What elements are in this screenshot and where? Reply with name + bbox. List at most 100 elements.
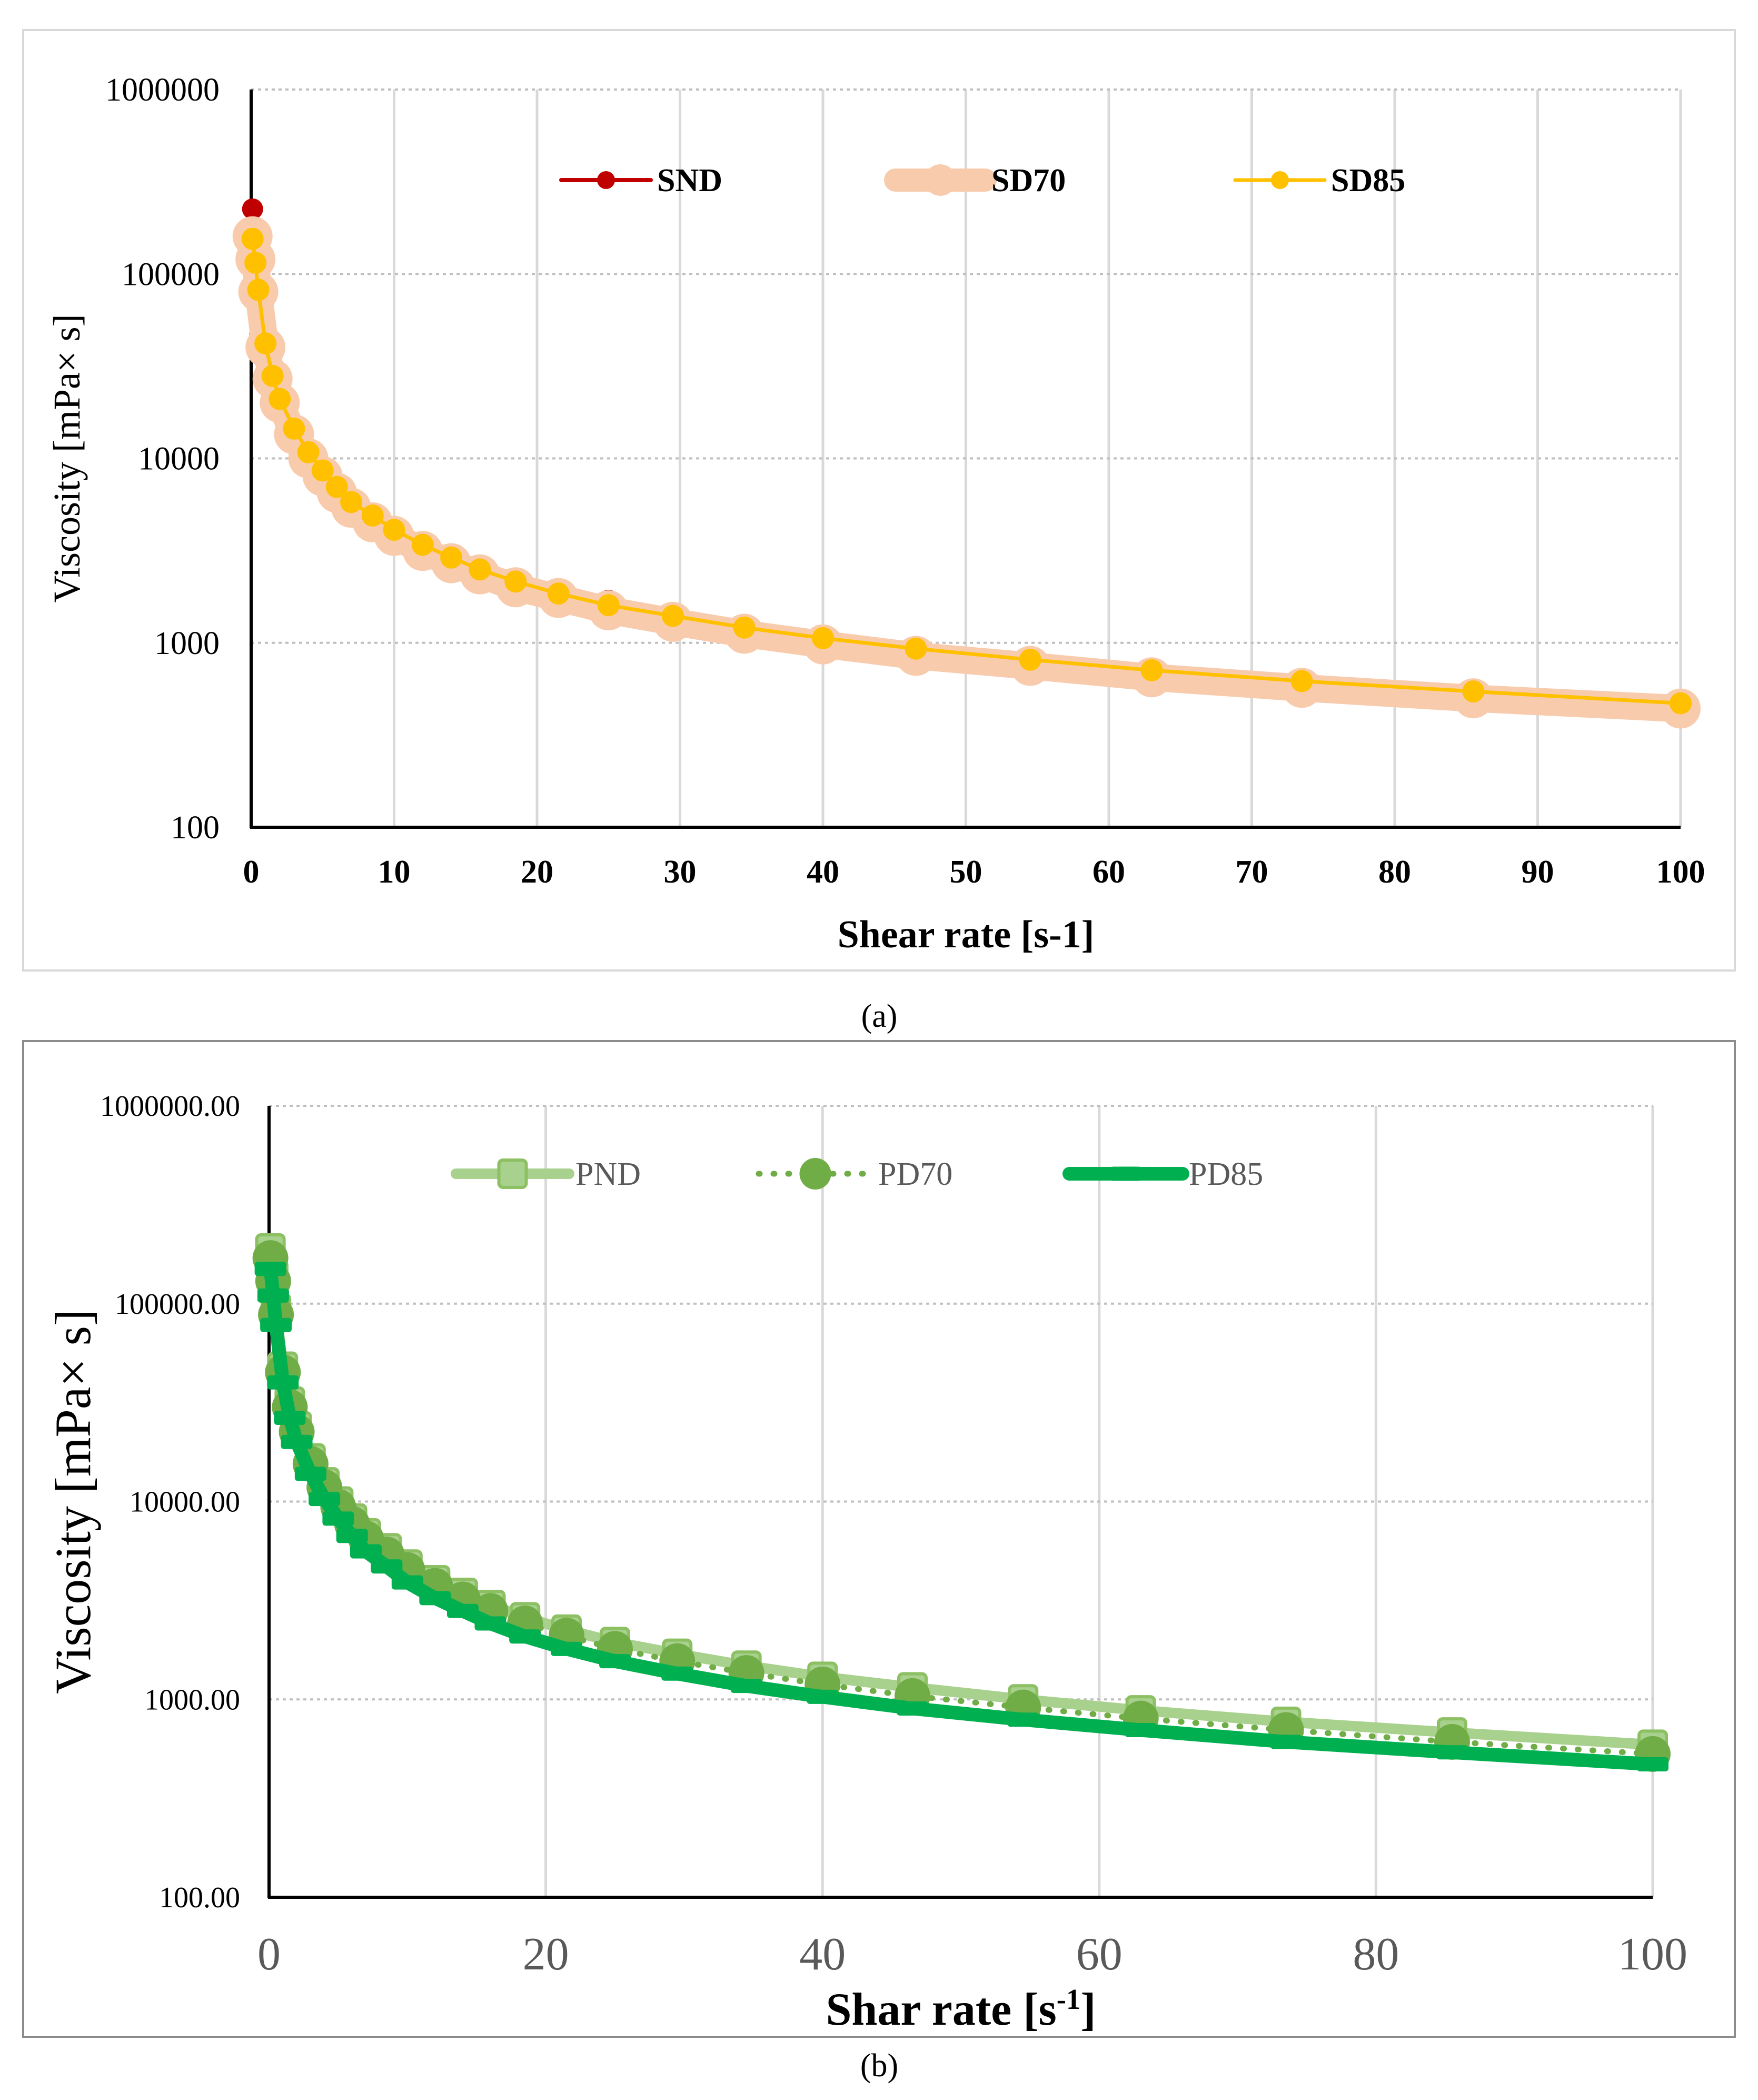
x-tick-label: 30 bbox=[664, 854, 697, 890]
x-tick-label: 40 bbox=[799, 1929, 846, 1980]
x-axis-title-end: ] bbox=[1080, 1984, 1096, 2035]
caption-b: (b) bbox=[860, 2048, 899, 2084]
caption-a: (a) bbox=[861, 998, 898, 1034]
series-line-sd85 bbox=[251, 237, 1683, 706]
data-point-pd85 bbox=[807, 1689, 839, 1704]
data-point-pd85 bbox=[267, 1375, 299, 1390]
data-point-sd85 bbox=[1019, 648, 1041, 671]
x-tick-label: 0 bbox=[243, 854, 260, 890]
x-tick-label: 20 bbox=[521, 854, 553, 890]
data-point-pd85 bbox=[1007, 1712, 1039, 1727]
data-point-pd85 bbox=[281, 1434, 313, 1449]
x-tick-label: 70 bbox=[1236, 854, 1268, 890]
data-point-pd85 bbox=[730, 1679, 762, 1693]
data-point-pd85 bbox=[391, 1575, 423, 1590]
x-tick-label: 0 bbox=[257, 1929, 281, 1980]
data-point-pd85 bbox=[599, 1654, 631, 1669]
series-line-pnd bbox=[265, 1243, 1658, 1750]
data-point-pd85 bbox=[371, 1559, 403, 1574]
data-point-pd85 bbox=[350, 1544, 382, 1559]
data-point-sd85 bbox=[241, 227, 264, 250]
data-point-sd85 bbox=[297, 441, 320, 463]
data-point-sd85 bbox=[383, 519, 405, 541]
data-point-pd85 bbox=[260, 1318, 292, 1332]
x-axis-title: Shear rate [s-1] bbox=[838, 913, 1095, 956]
x-tick-label: 50 bbox=[950, 854, 982, 890]
legend-label-pd85: PD85 bbox=[1189, 1156, 1263, 1192]
data-point-pd85 bbox=[294, 1467, 326, 1481]
y-tick-label: 10000 bbox=[138, 441, 220, 477]
legend-label-pd70: PD70 bbox=[878, 1156, 952, 1192]
data-point-sd85 bbox=[1290, 670, 1313, 692]
y-axis-title: Viscosity [mPa× s] bbox=[45, 1309, 101, 1694]
data-point-pd85 bbox=[1270, 1735, 1302, 1749]
chart-b-svg: 0 20 40 60 80 100 100.00 1000.00 10000.00 100000.… bbox=[45, 1090, 1687, 2036]
x-tick-label: 40 bbox=[807, 854, 839, 890]
y-tick-label: 10000.00 bbox=[130, 1486, 240, 1519]
data-point-pd85 bbox=[661, 1666, 693, 1681]
data-point-sd85 bbox=[254, 332, 277, 355]
y-tick-label: 1000 bbox=[154, 626, 220, 661]
data-point-pd85 bbox=[274, 1410, 306, 1425]
x-tick-label: 60 bbox=[1092, 854, 1125, 890]
x-axis-title-superscript: -1 bbox=[1057, 1983, 1080, 2015]
x-tick-label: 80 bbox=[1378, 854, 1411, 890]
x-axis-title: Shar rate [s-1] bbox=[826, 1983, 1096, 2036]
data-point-pd85 bbox=[1637, 1757, 1668, 1771]
data-point-sd85 bbox=[504, 570, 527, 593]
data-point-sd85 bbox=[247, 279, 270, 301]
chart-panel-b: 0 20 40 60 80 100 100.00 1000.00 10000.00 100000.… bbox=[22, 1040, 1736, 2038]
data-point-pd85 bbox=[1125, 1722, 1157, 1737]
data-point-sd85 bbox=[661, 605, 684, 627]
data-point-sd85 bbox=[440, 546, 463, 569]
data-point-sd85 bbox=[733, 616, 756, 639]
y-tick-label: 1000000 bbox=[105, 72, 220, 108]
data-point-sd85 bbox=[269, 388, 291, 410]
legend-marker-snd bbox=[597, 171, 615, 189]
data-point-sd85 bbox=[469, 558, 491, 581]
data-point-pd85 bbox=[897, 1701, 929, 1716]
data-point-pd85 bbox=[446, 1603, 479, 1618]
y-tick-label: 1000000.00 bbox=[100, 1090, 240, 1123]
data-point-pd85 bbox=[322, 1511, 354, 1526]
legend-marker-pd70 bbox=[799, 1158, 831, 1190]
data-point-sd85 bbox=[244, 251, 267, 274]
data-point-sd85 bbox=[361, 504, 384, 527]
chart-a-svg: 0 10 20 30 40 50 60 70 80 90 100 100 1000 10000 100000… bbox=[46, 72, 1705, 956]
data-point-pd85 bbox=[309, 1492, 341, 1507]
y-axis-title: Viscosity [mPa× s] bbox=[46, 314, 88, 602]
legend-label-pnd: PND bbox=[575, 1156, 641, 1192]
data-point-sd85 bbox=[1462, 680, 1485, 703]
data-point-sd85 bbox=[411, 533, 434, 556]
x-tick-label: 80 bbox=[1353, 1929, 1399, 1980]
legend-marker-pnd bbox=[497, 1158, 528, 1189]
legend-marker-sd70 bbox=[925, 164, 956, 196]
data-point-pd85 bbox=[257, 1288, 289, 1303]
data-point-sd85 bbox=[1140, 659, 1163, 681]
data-point-pd85 bbox=[254, 1262, 286, 1276]
x-tick-label: 10 bbox=[378, 854, 411, 890]
data-point-pd85 bbox=[1436, 1745, 1468, 1760]
data-point-pd85 bbox=[509, 1629, 541, 1644]
y-tick-label: 100000 bbox=[122, 256, 220, 292]
data-point-pd85 bbox=[419, 1591, 451, 1606]
x-tick-label: 90 bbox=[1522, 854, 1554, 890]
data-point-sd85 bbox=[261, 364, 284, 387]
data-point-pd85 bbox=[336, 1529, 368, 1543]
x-tick-label: 20 bbox=[523, 1929, 569, 1980]
legend-label-sd85: SD85 bbox=[1331, 163, 1405, 199]
chart-panel-a: 0 10 20 30 40 50 60 70 80 90 100 100 1000 10000 100000… bbox=[22, 29, 1736, 972]
legend-label-sd70: SD70 bbox=[991, 163, 1066, 199]
data-point-sd85 bbox=[311, 459, 334, 482]
x-tick-label: 60 bbox=[1076, 1929, 1123, 1980]
y-tick-label: 100.00 bbox=[159, 1881, 240, 1914]
legend-label-snd: SND bbox=[657, 163, 722, 199]
legend-marker-sd85 bbox=[1271, 171, 1289, 189]
x-tick-label: 100 bbox=[1656, 854, 1705, 890]
data-point-snd bbox=[242, 198, 263, 220]
data-point-sd85 bbox=[1670, 692, 1692, 715]
y-tick-label: 100000.00 bbox=[115, 1288, 240, 1321]
data-point-sd85 bbox=[597, 594, 620, 617]
data-point-pd85 bbox=[551, 1641, 583, 1656]
series-line-pd70 bbox=[267, 1255, 1656, 1757]
